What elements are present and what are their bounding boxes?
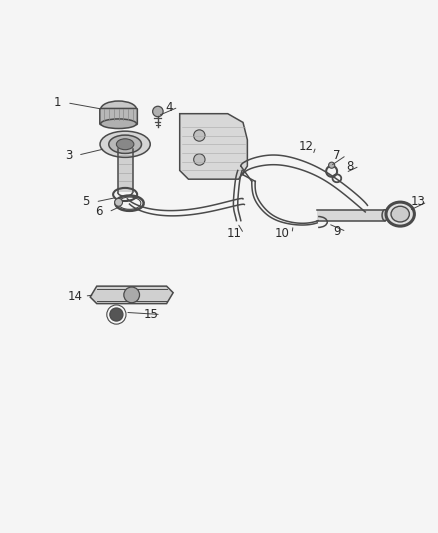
FancyBboxPatch shape — [118, 149, 133, 192]
Circle shape — [110, 308, 123, 321]
Bar — [317, 210, 385, 221]
Text: 15: 15 — [144, 308, 159, 321]
Text: 14: 14 — [67, 290, 82, 303]
Text: 8: 8 — [346, 159, 353, 173]
Ellipse shape — [391, 206, 410, 222]
Ellipse shape — [117, 139, 134, 150]
Circle shape — [152, 106, 163, 117]
Ellipse shape — [109, 135, 141, 154]
Text: 5: 5 — [82, 196, 89, 208]
Text: 11: 11 — [227, 227, 242, 240]
Circle shape — [124, 287, 140, 303]
Polygon shape — [90, 286, 173, 304]
Text: 1: 1 — [54, 96, 61, 109]
Text: 7: 7 — [333, 149, 341, 161]
Text: 12: 12 — [299, 140, 314, 153]
Ellipse shape — [101, 101, 137, 118]
Text: 6: 6 — [95, 205, 102, 219]
Text: 4: 4 — [165, 101, 173, 114]
FancyBboxPatch shape — [100, 108, 138, 125]
Text: 9: 9 — [333, 225, 341, 238]
Ellipse shape — [382, 210, 388, 221]
Circle shape — [328, 162, 335, 168]
Circle shape — [194, 154, 205, 165]
Text: 3: 3 — [65, 149, 72, 161]
Ellipse shape — [101, 119, 137, 128]
Text: 13: 13 — [410, 196, 425, 208]
Ellipse shape — [386, 202, 414, 226]
Text: 10: 10 — [275, 227, 290, 240]
Polygon shape — [180, 114, 247, 179]
Circle shape — [194, 130, 205, 141]
Circle shape — [115, 198, 123, 206]
Ellipse shape — [100, 131, 150, 157]
